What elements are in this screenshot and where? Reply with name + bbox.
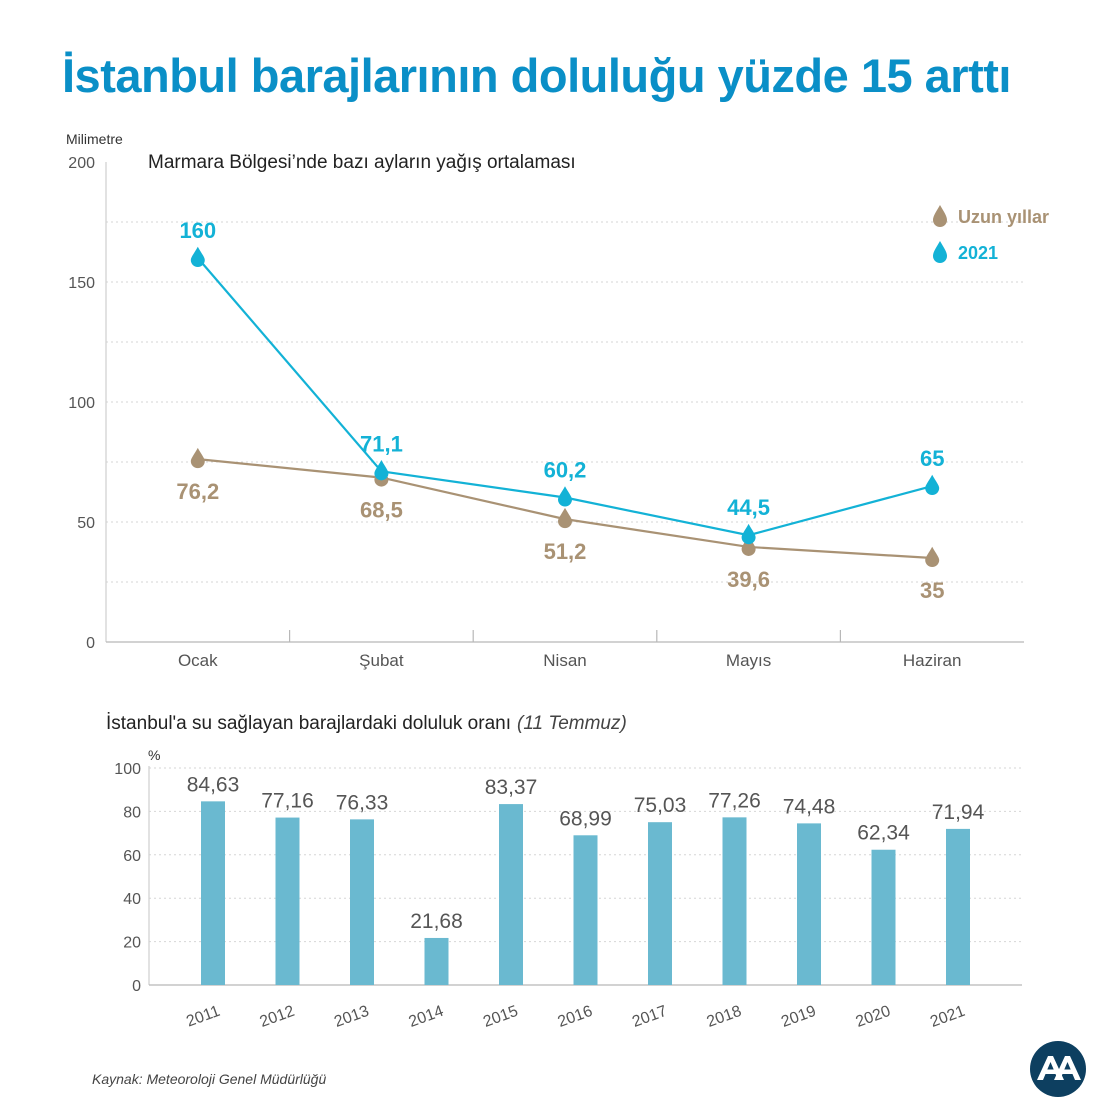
bar-data-label: 76,33	[336, 791, 389, 814]
line-point-uzun-yillar	[558, 507, 572, 529]
line-y-ticks: 0 50 100 150 200	[68, 155, 95, 652]
bar-y-tick-label: 40	[123, 891, 141, 908]
line-series-group: 76,2 68,5 51,2 39,6 35 160 71,1 60,2 44,5 65	[176, 218, 944, 603]
line-x-ticks: Ocak Şubat Nisan Mayıs Haziran	[178, 630, 962, 670]
bar-x-tick-label: 2011	[184, 1003, 222, 1031]
legend-drop-brown-icon	[933, 205, 947, 227]
bar-y-tick-label: 60	[123, 848, 141, 865]
bar-x-tick-label: 2012	[258, 1003, 297, 1031]
bar-data-label: 71,94	[932, 801, 985, 824]
bar-data-label: 21,68	[410, 910, 463, 933]
line-grid	[106, 221, 1024, 583]
bar	[350, 819, 374, 985]
line-y-tick-label: 50	[77, 515, 95, 532]
bar-data-label: 68,99	[559, 807, 612, 830]
bar	[424, 937, 449, 985]
legend-label-uzun-yillar: Uzun yıllar	[958, 207, 1049, 227]
bar-chart: İstanbul'a su sağlayan barajlardaki dolu…	[106, 713, 1022, 1031]
aa-logo-icon: AA	[1030, 1041, 1086, 1097]
line-point-2021	[190, 246, 205, 268]
bar-data-label: 77,26	[708, 789, 761, 812]
bar-y-tick-label: 0	[132, 978, 141, 995]
line-point-uzun-yillar	[190, 447, 205, 469]
line-x-tick-label: Ocak	[178, 651, 218, 670]
line-chart-title: Marmara Bölgesi’nde bazı ayların yağış o…	[148, 152, 576, 173]
line-y-tick-label: 200	[68, 155, 95, 172]
bar-x-tick-label: 2019	[779, 1003, 818, 1031]
line-point-uzun-yillar	[925, 546, 940, 567]
line-point-2021	[374, 460, 389, 481]
bar-data-label: 84,63	[187, 773, 240, 796]
line-point-2021	[925, 474, 940, 495]
line-point-2021	[558, 486, 572, 507]
bar-y-tick-label: 100	[114, 761, 141, 778]
bar	[499, 804, 523, 985]
bar-x-tick-label: 2015	[481, 1003, 520, 1031]
line-x-tick-label: Mayıs	[726, 651, 771, 670]
aa-logo-text: AA	[1057, 1092, 1060, 1095]
line-point-2021	[741, 523, 756, 545]
line-y-tick-label: 100	[68, 395, 95, 412]
bar-data-label: 75,03	[634, 794, 687, 817]
bar-y-ticks: 0 20 40 60 80 100	[114, 761, 141, 995]
line-data-label-2021: 65	[920, 446, 944, 471]
bar-data-label: 83,37	[485, 776, 538, 799]
line-data-label-uzun-yillar: 39,6	[727, 567, 770, 592]
line-data-label-2021: 60,2	[544, 458, 587, 483]
line-y-unit-label: Milimetre	[66, 131, 123, 147]
source-note: Kaynak: Meteoroloji Genel Müdürlüğü	[92, 1071, 327, 1087]
line-data-label-uzun-yillar: 35	[920, 578, 944, 603]
legend-drop-blue-icon	[933, 241, 947, 263]
bar	[275, 817, 300, 985]
line-data-label-2021: 160	[179, 218, 216, 243]
bar	[573, 835, 598, 985]
bar	[871, 849, 896, 985]
bar-x-tick-label: 2020	[854, 1003, 893, 1031]
line-chart: Milimetre Marmara Bölgesi’nde bazı aylar…	[66, 131, 1049, 670]
bar-marks: 84,63 2011 77,16 2012 76,33 2013 21,68 2014 83,3…	[184, 773, 984, 1031]
bar	[201, 801, 225, 985]
line-data-label-2021: 71,1	[360, 431, 403, 456]
bar	[648, 822, 672, 985]
bar-x-tick-label: 2014	[407, 1003, 446, 1031]
bar-x-tick-label: 2021	[928, 1003, 967, 1031]
bar-y-tick-label: 20	[123, 935, 141, 952]
line-x-tick-label: Nisan	[543, 651, 586, 670]
line-data-label-uzun-yillar: 76,2	[176, 479, 219, 504]
line-legend: Uzun yıllar 2021	[933, 205, 1049, 263]
line-y-tick-label: 150	[68, 275, 95, 292]
bar-chart-title: İstanbul'a su sağlayan barajlardaki dolu…	[106, 713, 627, 734]
bar	[946, 828, 970, 985]
bar-x-tick-label: 2013	[332, 1003, 371, 1031]
line-data-label-uzun-yillar: 51,2	[544, 539, 587, 564]
bar-x-tick-label: 2018	[705, 1003, 744, 1031]
bar-x-tick-label: 2017	[630, 1003, 669, 1031]
line-x-tick-label: Haziran	[903, 651, 962, 670]
bar	[797, 823, 821, 985]
bar-y-tick-label: 80	[123, 804, 141, 821]
line-data-label-uzun-yillar: 68,5	[360, 498, 403, 523]
bar-chart-title-note: (11 Temmuz)	[517, 713, 627, 734]
bar	[722, 817, 747, 985]
bar-chart-title-main: İstanbul'a su sağlayan barajlardaki dolu…	[106, 713, 511, 734]
line-point-uzun-yillar	[741, 535, 756, 556]
bar-x-tick-label: 2016	[556, 1003, 595, 1031]
page-title: İstanbul barajlarının doluluğu yüzde 15 …	[62, 49, 1011, 102]
line-data-label-2021: 44,5	[727, 495, 770, 520]
bar-data-label: 62,34	[857, 822, 910, 845]
line-x-tick-label: Şubat	[359, 651, 404, 670]
legend-label-2021: 2021	[958, 243, 998, 263]
bar-y-unit-label: %	[148, 747, 160, 763]
bar-data-label: 77,16	[261, 790, 314, 813]
bar-data-label: 74,48	[783, 795, 836, 818]
line-y-tick-label: 0	[86, 635, 95, 652]
